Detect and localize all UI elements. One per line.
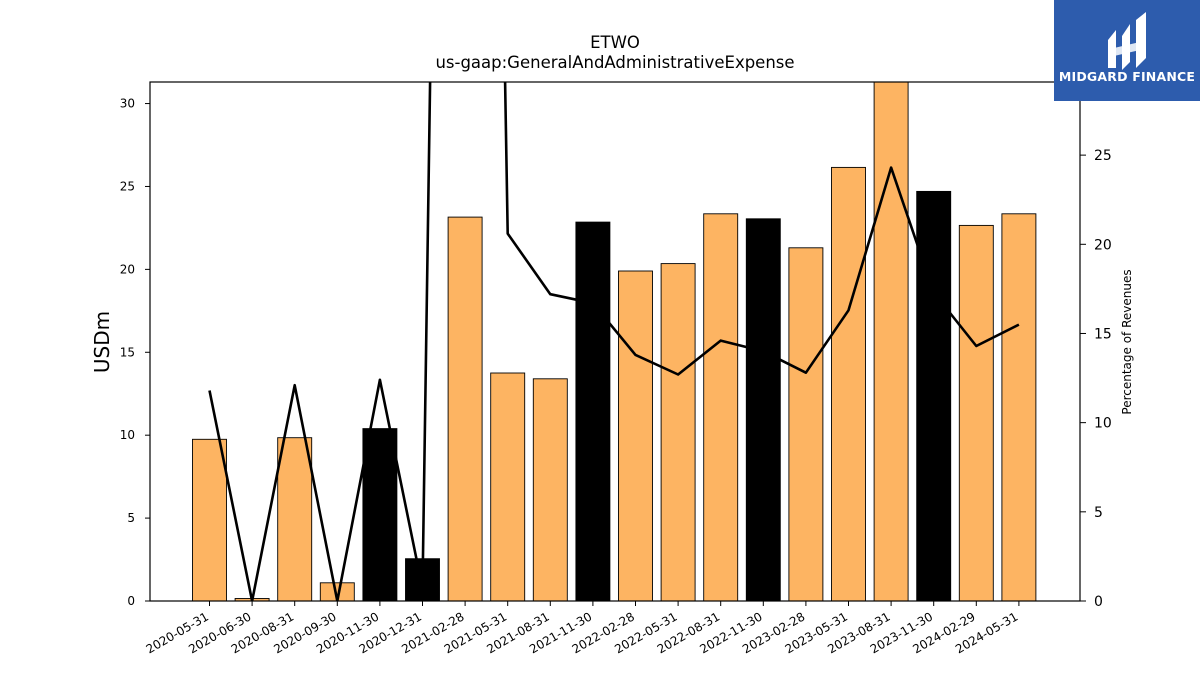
bar-2022-02-28 (618, 270, 653, 601)
right-tick-label: 0 (1094, 594, 1103, 610)
bar-2023-08-31 (873, 82, 909, 601)
right-y-axis-label: Percentage of Revenues (1120, 269, 1134, 414)
line-path (208, 82, 1020, 601)
left-tick-label: 5 (127, 511, 135, 525)
brand-logo: MIDGARD FINANCE (1054, 0, 1200, 101)
bar-2021-02-28 (447, 216, 483, 601)
left-tick-label: 10 (120, 428, 135, 442)
bar-2020-11-30 (362, 428, 398, 601)
bar-series (192, 82, 1037, 601)
right-tick-label: 25 (1094, 148, 1112, 164)
left-y-axis-label: USDm (90, 311, 114, 373)
bar-2021-08-31 (532, 378, 568, 601)
right-y-axis: 0 5 10 15 20 25 (1080, 148, 1112, 610)
left-tick-label: 0 (127, 594, 135, 608)
line-series (208, 82, 1020, 601)
left-tick-label: 20 (120, 262, 135, 276)
left-tick-label: 30 (120, 97, 135, 111)
left-tick-label: 25 (120, 179, 135, 193)
chart-subtitle: us-gaap:GeneralAndAdministrativeExpense (435, 53, 794, 72)
bar-2021-05-31 (490, 372, 526, 601)
bar-2022-08-31 (703, 213, 739, 601)
logo-mark-icon (1108, 12, 1146, 70)
right-tick-label: 15 (1094, 326, 1112, 342)
right-tick-label: 10 (1094, 416, 1112, 432)
bar-2024-02-29 (958, 224, 994, 601)
x-axis: 2020-05-312020-06-302020-08-312020-09-30… (144, 601, 1020, 656)
left-y-axis: 0 5 10 15 20 25 30 (120, 97, 150, 608)
bar-2024-05-31 (1001, 213, 1037, 601)
bar-2020-05-31 (192, 438, 227, 601)
bar-2022-05-31 (660, 263, 696, 601)
right-tick-label: 5 (1094, 505, 1103, 521)
left-tick-label: 15 (120, 345, 135, 359)
plot-frame (149, 81, 1081, 602)
bar-2023-02-28 (788, 247, 824, 601)
bar-2021-11-30 (575, 221, 611, 601)
bar-2020-08-31 (277, 437, 313, 601)
bar-2022-11-30 (745, 218, 781, 601)
bar-2023-05-31 (831, 166, 866, 601)
logo-text: MIDGARD FINANCE (1059, 69, 1195, 84)
chart-title: ETWO (590, 33, 640, 52)
right-tick-label: 20 (1094, 237, 1112, 253)
bar-2023-11-30 (916, 190, 952, 601)
